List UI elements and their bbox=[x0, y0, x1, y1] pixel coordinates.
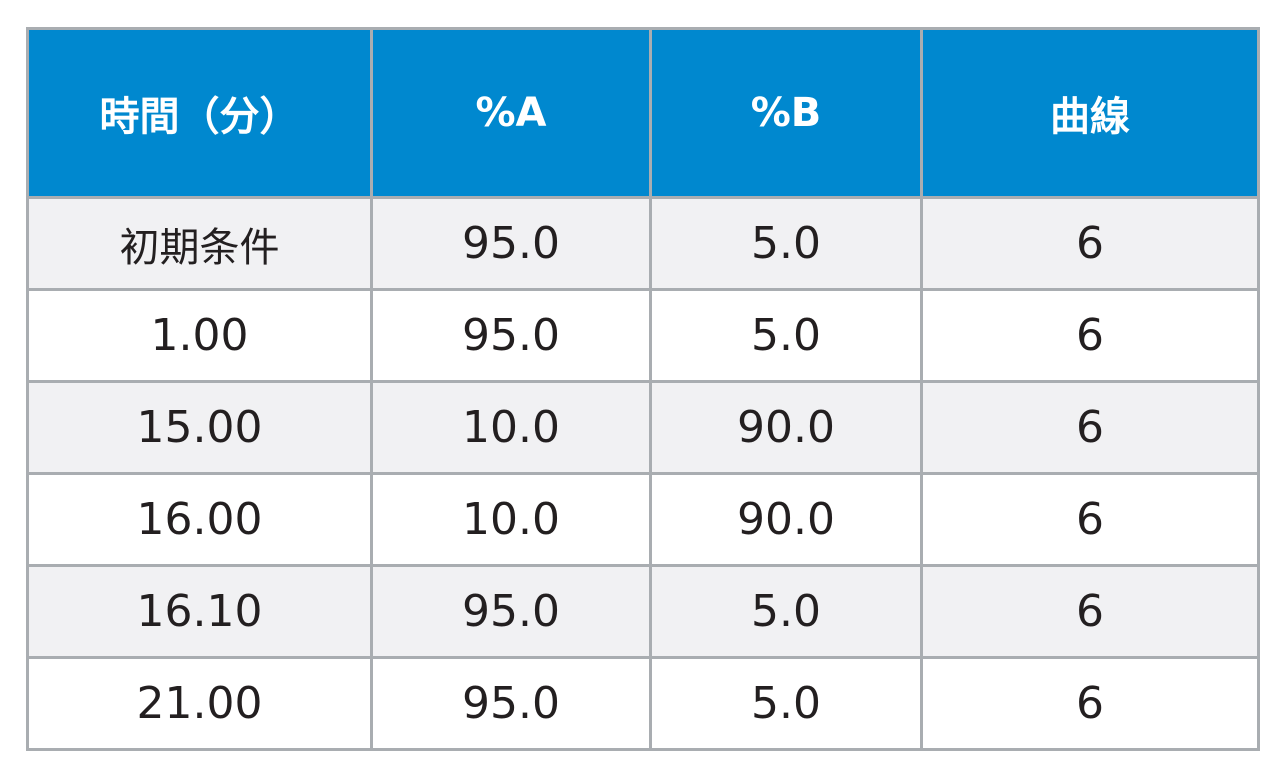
cell-percent-b: 5.0 bbox=[649, 656, 923, 751]
cell-curve: 6 bbox=[920, 380, 1260, 475]
cell-time: 16.00 bbox=[26, 472, 373, 567]
cell-percent-a: 10.0 bbox=[370, 472, 652, 567]
cell-curve: 6 bbox=[920, 656, 1260, 751]
header-time: 時間（分） bbox=[26, 27, 373, 199]
cell-percent-b: 5.0 bbox=[649, 288, 923, 383]
cell-time: 16.10 bbox=[26, 564, 373, 659]
cell-percent-a: 95.0 bbox=[370, 196, 652, 291]
gradient-table-container: 時間（分） %A %B 曲線 初期条件 95.0 5.0 6 1.00 95.0… bbox=[26, 27, 1260, 751]
header-curve: 曲線 bbox=[920, 27, 1260, 199]
cell-percent-a: 95.0 bbox=[370, 288, 652, 383]
cell-time: 初期条件 bbox=[26, 196, 373, 291]
table-row: 1.00 95.0 5.0 6 bbox=[26, 288, 1260, 383]
cell-percent-a: 95.0 bbox=[370, 564, 652, 659]
table-row: 21.00 95.0 5.0 6 bbox=[26, 656, 1260, 751]
cell-curve: 6 bbox=[920, 472, 1260, 567]
cell-curve: 6 bbox=[920, 288, 1260, 383]
header-percent-b: %B bbox=[649, 27, 923, 199]
cell-percent-b: 90.0 bbox=[649, 380, 923, 475]
cell-time: 1.00 bbox=[26, 288, 373, 383]
gradient-table: 時間（分） %A %B 曲線 初期条件 95.0 5.0 6 1.00 95.0… bbox=[26, 27, 1260, 751]
cell-percent-b: 5.0 bbox=[649, 564, 923, 659]
header-row: 時間（分） %A %B 曲線 bbox=[26, 27, 1260, 199]
cell-time: 15.00 bbox=[26, 380, 373, 475]
table-row: 15.00 10.0 90.0 6 bbox=[26, 380, 1260, 475]
table-body: 初期条件 95.0 5.0 6 1.00 95.0 5.0 6 15.00 10… bbox=[26, 196, 1260, 751]
table-row: 16.00 10.0 90.0 6 bbox=[26, 472, 1260, 567]
cell-percent-a: 95.0 bbox=[370, 656, 652, 751]
cell-percent-a: 10.0 bbox=[370, 380, 652, 475]
cell-curve: 6 bbox=[920, 196, 1260, 291]
cell-curve: 6 bbox=[920, 564, 1260, 659]
header-percent-a: %A bbox=[370, 27, 652, 199]
cell-percent-b: 5.0 bbox=[649, 196, 923, 291]
table-row: 16.10 95.0 5.0 6 bbox=[26, 564, 1260, 659]
cell-time: 21.00 bbox=[26, 656, 373, 751]
cell-percent-b: 90.0 bbox=[649, 472, 923, 567]
table-header: 時間（分） %A %B 曲線 bbox=[26, 27, 1260, 199]
table-row: 初期条件 95.0 5.0 6 bbox=[26, 196, 1260, 291]
